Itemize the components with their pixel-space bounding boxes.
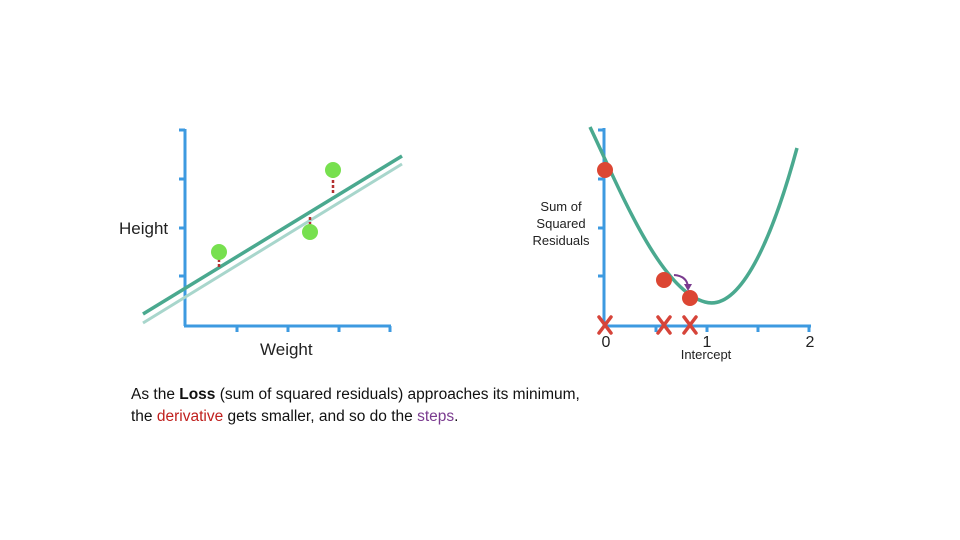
data-point	[325, 162, 341, 178]
caption-text: .	[454, 408, 459, 425]
caption-line: the derivative gets smaller, and so do t…	[131, 406, 751, 428]
caption-text: (sum of squared residuals) approaches it…	[215, 386, 580, 403]
caption-line: As the Loss (sum of squared residuals) a…	[131, 384, 751, 406]
caption-text: As the	[131, 386, 180, 403]
step-marker-x	[597, 315, 613, 335]
loss-curve	[588, 126, 799, 305]
x-tick-label: 0	[602, 334, 611, 351]
caption-steps-term: steps	[417, 408, 455, 425]
ssr-axis-label-line: Squared	[536, 216, 585, 231]
fit-line	[142, 154, 403, 316]
data-point	[302, 224, 318, 240]
ssr-axis-label-line: Sum of	[540, 199, 582, 214]
loss-curve-plot: 0 1 2 Intercept Sum of Squared Residuals	[532, 126, 815, 362]
height-weight-plot: Height Weight	[119, 128, 403, 359]
caption: As the Loss (sum of squared residuals) a…	[131, 384, 751, 428]
loss-point	[682, 290, 698, 306]
weight-axis-label: Weight	[260, 340, 313, 359]
caption-loss-term: Loss	[179, 386, 216, 403]
step-marker-x	[656, 315, 672, 335]
x-tick-label: 2	[806, 334, 815, 351]
step-marker-x	[682, 315, 698, 335]
caption-text: gets smaller, and so do the	[223, 408, 418, 425]
step-arrowhead	[684, 284, 692, 291]
caption-text: the	[131, 408, 157, 425]
ssr-axis-label-line: Residuals	[532, 233, 590, 248]
previous-fit-line	[142, 162, 403, 325]
loss-point	[597, 162, 613, 178]
data-point	[211, 244, 227, 260]
caption-derivative-term: derivative	[156, 408, 224, 425]
x-tick-label: 1	[703, 334, 712, 351]
height-axis-label: Height	[119, 219, 168, 238]
loss-point	[656, 272, 672, 288]
intercept-axis-label: Intercept	[681, 347, 732, 362]
